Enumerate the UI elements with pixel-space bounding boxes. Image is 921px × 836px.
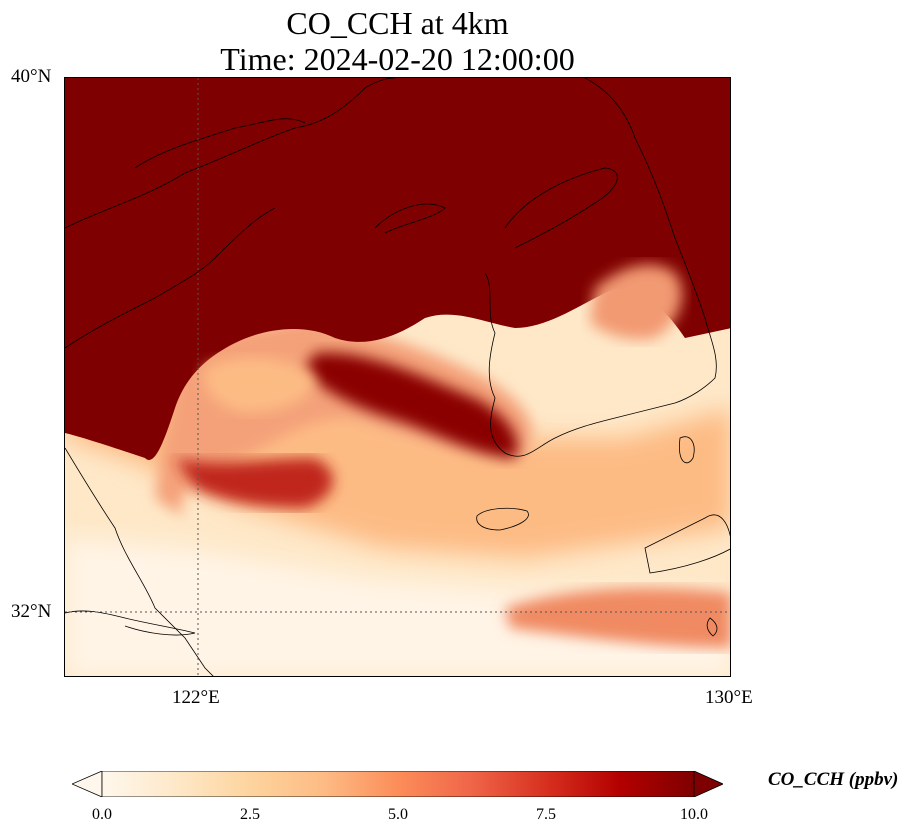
lon-label-122e: 122°E [172,687,220,708]
colorbar-tick-10: 10.0 [680,806,708,823]
colorbar-body [101,771,695,797]
coastline-korea-peninsula [484,78,717,457]
coastline-tsushima [679,436,695,464]
coastlines [65,78,730,676]
coastline-north-bay [65,78,396,229]
field-saturated-region [65,78,730,460]
field-yellow-patch [204,357,315,413]
lat-label-32n: 32°N [11,601,52,622]
concentration-field [65,78,730,676]
field-red-tongue [175,458,334,508]
colorbar-tick-5: 5.0 [388,806,408,823]
field-east-light-patch [590,264,683,340]
colorbar-label: CO_CCH (ppbv) [768,769,899,790]
field-dark-streak [305,352,518,458]
map-title: CO_CCH at 4km [286,5,509,41]
field-south-east-plume [505,588,730,648]
colorbar [72,771,723,797]
coastline-west-shore [65,207,276,349]
map-panel [64,77,731,677]
lat-label-40n: 40°N [11,66,52,87]
coastline-river-mouth [65,610,196,636]
coastline-china-east [65,447,214,676]
coastline-peninsula-north [134,118,306,169]
field-lowest-south [65,538,730,676]
map-subtitle-time: Time: 2024-02-20 12:00:00 [220,41,575,77]
lon-label-130e: 130°E [705,687,753,708]
coastline-kyushu [644,514,730,574]
coastline-jeju-island [476,507,529,531]
colorbar-extend-high [693,771,723,797]
coastline-small-island [706,617,718,637]
colorbar-tick-2-5: 2.5 [240,806,260,823]
map-canvas [65,78,730,676]
colorbar-extend-low [72,771,103,797]
coastline-bay-inlet [374,203,446,234]
colorbar-tick-7-5: 7.5 [536,806,556,823]
coastline-korea-nw [504,167,618,249]
colorbar-tick-0: 0.0 [92,806,112,823]
gridlines [65,78,730,676]
